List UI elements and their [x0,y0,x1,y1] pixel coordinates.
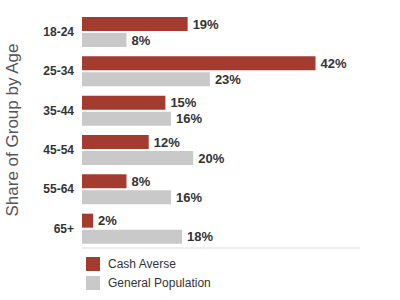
svg-text:18%: 18% [187,229,213,244]
svg-text:15%: 15% [170,95,196,110]
html-text:Cash Averse: Cash Averse [108,256,176,271]
svg-text:18-24: 18-24 [43,25,74,39]
svg-text:19%: 19% [193,17,219,32]
svg-text:35-44: 35-44 [43,104,74,118]
svg-text:65+: 65+ [54,222,74,236]
svg-text:25-34: 25-34 [43,64,74,78]
html-text:General Population: General Population [108,275,211,290]
svg-text:Share of Group by Age: Share of Group by Age [8,44,22,217]
svg-text:8%: 8% [131,33,150,48]
svg-text:42%: 42% [321,56,347,71]
svg-text:16%: 16% [176,190,202,205]
svg-text:12%: 12% [154,135,180,150]
svg-text:16%: 16% [176,111,202,126]
svg-text:8%: 8% [131,174,150,189]
svg-text:23%: 23% [215,72,241,87]
svg-text:20%: 20% [198,151,224,166]
svg-text:45-54: 45-54 [43,143,74,157]
svg-text:55-64: 55-64 [43,182,74,196]
svg-text:2%: 2% [98,213,117,228]
